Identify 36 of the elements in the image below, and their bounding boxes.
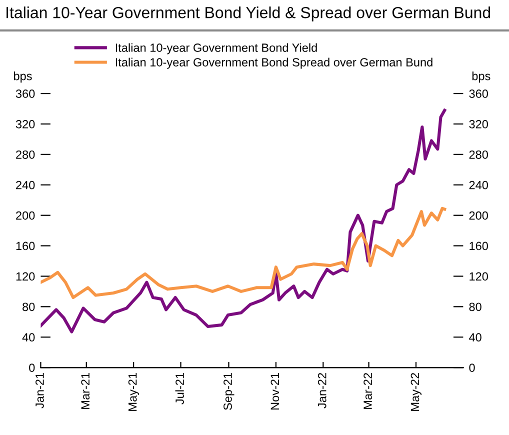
y-tick-label: 0 xyxy=(29,364,35,372)
x-tick-label: Nov-21 xyxy=(270,373,280,410)
x-tick-label: May-21 xyxy=(128,373,140,411)
x-tick-label: Jan-22 xyxy=(318,373,326,408)
y2-tick-label: 40 xyxy=(469,333,482,342)
y-tick-label: 80 xyxy=(22,302,35,312)
y-tick-label: 320 xyxy=(16,120,35,128)
y2-axis-title: bps xyxy=(472,72,490,83)
y2-tick-label: 0 xyxy=(469,364,475,372)
y-tick-label: 280 xyxy=(16,150,35,159)
y2-tick-label: 120 xyxy=(470,272,488,281)
y2-tick-label: 280 xyxy=(469,150,488,159)
x-tick-label: Jul-21 xyxy=(175,373,184,404)
y-tick-label: 160 xyxy=(16,242,35,250)
chart-title: Italian 10-Year Government Bond Yield & Spread over German Bund xyxy=(6,6,490,22)
line-series xyxy=(40,108,446,334)
x-tick-label: Mar-22 xyxy=(364,373,372,409)
x-tick-label: Sep-21 xyxy=(224,373,234,410)
x-tick-label: May-22 xyxy=(410,373,422,411)
legend-label: Italian 10-year Government Bond Spread over German Bund xyxy=(116,58,432,69)
y-tick-label: 40 xyxy=(22,333,35,342)
y-axis-title: bps xyxy=(14,72,32,83)
line-series xyxy=(40,206,446,300)
y2-tick-label: 320 xyxy=(469,120,488,128)
y2-tick-label: 80 xyxy=(469,302,482,312)
y2-tick-label: 360 xyxy=(469,90,488,98)
x-tick-label: Jan-21 xyxy=(36,373,44,408)
y2-tick-label: 200 xyxy=(469,211,488,220)
y-tick-label: 240 xyxy=(16,180,35,190)
x-tick-label: Mar-21 xyxy=(81,373,90,409)
legend-label: Italian 10-year Government Bond Yield xyxy=(116,43,317,54)
y2-tick-label: 240 xyxy=(469,180,488,190)
y-tick-label: 120 xyxy=(16,272,35,281)
y2-tick-label: 160 xyxy=(470,242,488,250)
y-tick-label: 200 xyxy=(16,211,35,220)
y-tick-label: 360 xyxy=(16,90,35,98)
